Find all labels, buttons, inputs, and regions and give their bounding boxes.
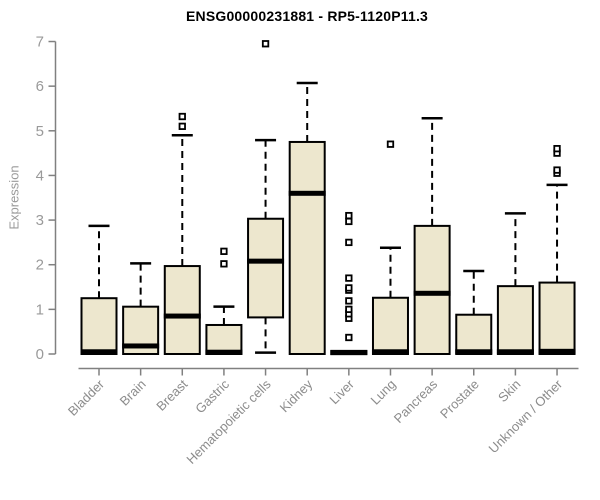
outlier-point [220, 260, 228, 268]
box [163, 265, 201, 356]
x-category-label: Pancreas [391, 376, 441, 426]
box [288, 140, 326, 355]
outlier-point [345, 305, 353, 314]
median-line [496, 349, 534, 355]
median-line [80, 349, 118, 355]
x-category-label: Breast [153, 376, 190, 413]
median-line [205, 349, 243, 355]
median-line [330, 350, 368, 356]
y-tick-label: 4 [36, 167, 44, 184]
x-category-label: Liver [326, 376, 357, 407]
y-tick-label: 1 [36, 301, 44, 318]
chart-title: ENSG00000231881 - RP5-1120P11.3 [185, 8, 429, 24]
median-line [163, 313, 201, 319]
x-category-label: Lung [368, 377, 399, 408]
median-line [413, 290, 451, 296]
median-line [371, 349, 409, 355]
box [205, 323, 243, 356]
box [413, 224, 451, 355]
x-category-label: Gastric [192, 376, 232, 416]
x-category-label: Skin [495, 377, 523, 405]
outlier-point [345, 333, 353, 342]
x-category-label: Bladder [65, 376, 108, 419]
median-line [455, 349, 493, 355]
outlier-point [220, 247, 228, 255]
y-tick-label: 7 [36, 34, 44, 51]
box [371, 296, 409, 355]
y-tick-label: 6 [36, 78, 44, 95]
y-tick-label: 5 [36, 123, 44, 140]
x-category-label: Kidney [277, 376, 316, 415]
box [247, 217, 285, 319]
outlier-point [345, 284, 353, 292]
y-tick-label: 0 [36, 346, 44, 363]
y-tick-label: 2 [36, 257, 44, 274]
box [455, 313, 493, 355]
outlier-point [345, 217, 353, 226]
outlier-point [553, 166, 561, 174]
outlier-point [178, 112, 186, 121]
median-line [538, 348, 576, 354]
outlier-point [345, 297, 353, 305]
x-category-label: Unknown / Other [486, 376, 566, 456]
x-category-label: Prostate [437, 377, 482, 422]
box [496, 285, 534, 355]
y-tick-label: 3 [36, 212, 44, 229]
outlier-point [553, 145, 561, 153]
x-category-label: Brain [117, 377, 149, 409]
outlier-point [178, 122, 186, 130]
outlier-point [386, 140, 395, 148]
outlier-point [345, 211, 353, 220]
outlier-point [345, 238, 353, 247]
median-line [122, 343, 160, 349]
outlier-point [261, 40, 270, 48]
median-line [288, 190, 326, 196]
median-line [247, 258, 285, 264]
box [80, 297, 118, 356]
box [538, 281, 576, 355]
outlier-point [345, 274, 353, 282]
